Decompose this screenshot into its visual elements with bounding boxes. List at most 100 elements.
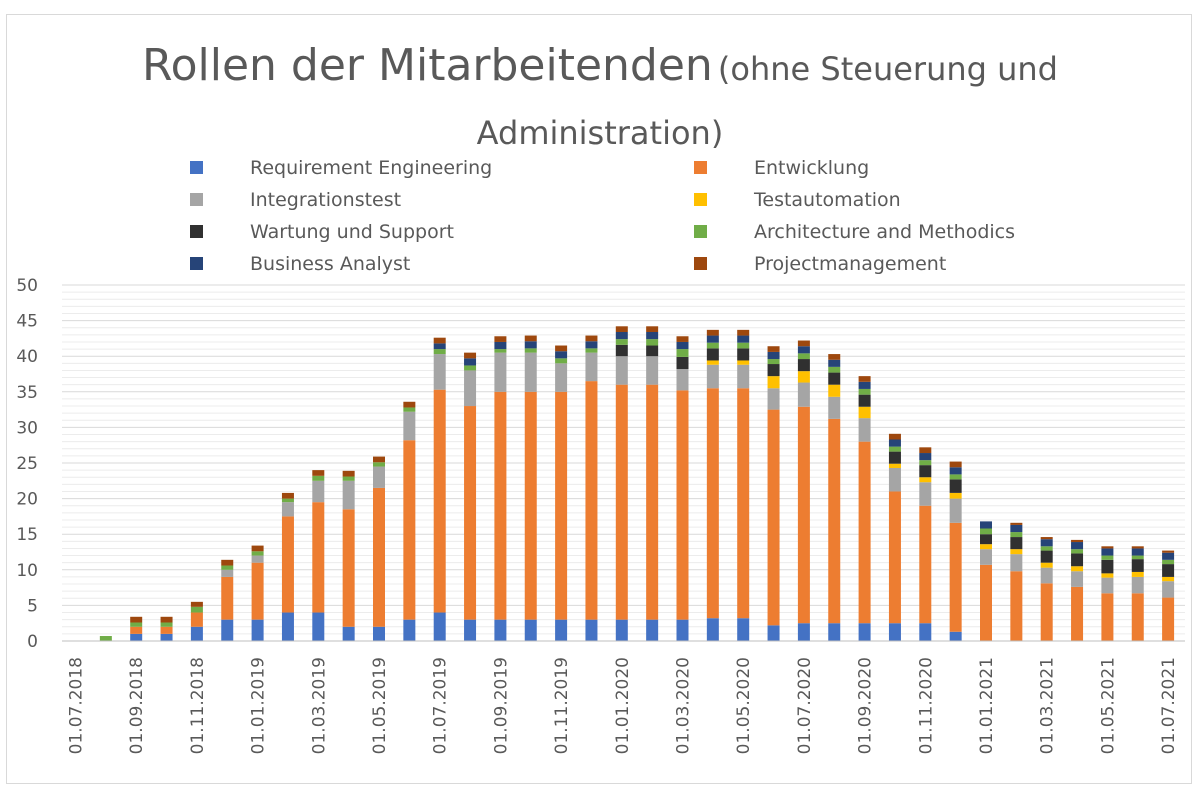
bar-segment bbox=[251, 545, 264, 552]
bar-stack bbox=[919, 447, 932, 641]
bar-segment bbox=[706, 388, 719, 619]
bar-stack bbox=[858, 376, 871, 641]
y-tick-label: 10 bbox=[16, 561, 38, 581]
bar-segment bbox=[342, 470, 355, 477]
bar-segment bbox=[767, 359, 780, 365]
bar-stack bbox=[1162, 550, 1175, 641]
bar-stack bbox=[767, 346, 780, 641]
bar-segment bbox=[646, 619, 659, 641]
bar-stack bbox=[403, 401, 416, 641]
bar-segment bbox=[828, 418, 841, 624]
bar-segment bbox=[980, 564, 992, 641]
bar-segment bbox=[767, 351, 780, 360]
bar-segment bbox=[251, 555, 264, 563]
bar-segment bbox=[615, 384, 628, 620]
bar-stack bbox=[1131, 546, 1144, 641]
y-tick-label: 35 bbox=[16, 383, 38, 403]
bar-segment bbox=[403, 411, 416, 441]
x-tick-label: 01.07.2019 bbox=[431, 657, 451, 754]
bar-segment bbox=[130, 626, 143, 634]
bar-segment bbox=[676, 369, 689, 391]
bar-segment bbox=[251, 551, 264, 556]
bar-segment bbox=[524, 391, 537, 620]
bar-stack bbox=[949, 461, 962, 641]
bar-stack bbox=[737, 329, 750, 641]
bar-segment bbox=[403, 407, 416, 412]
bar-segment bbox=[494, 619, 507, 641]
bar-stack bbox=[828, 354, 841, 641]
bar-stack bbox=[312, 470, 325, 641]
bar-segment bbox=[585, 348, 598, 353]
bar-segment bbox=[888, 433, 901, 440]
bar-segment bbox=[676, 356, 689, 370]
bar-stack bbox=[615, 326, 628, 641]
bar-segment bbox=[433, 354, 446, 390]
bar-segment bbox=[464, 352, 477, 359]
bar-segment bbox=[1071, 571, 1084, 587]
bar-segment bbox=[676, 349, 689, 357]
bar-segment bbox=[858, 381, 871, 389]
bar-segment bbox=[949, 522, 962, 632]
bar-segment bbox=[1131, 559, 1144, 572]
bar-segment bbox=[676, 341, 689, 350]
x-tick-label: 01.01.2019 bbox=[249, 657, 269, 754]
chart-title: Rollen der Mitarbeitenden (ohne Steuerun… bbox=[0, 36, 1200, 163]
bar-segment bbox=[494, 352, 507, 392]
bar-stack bbox=[797, 340, 810, 641]
bar-segment bbox=[1040, 546, 1053, 551]
legend-swatch bbox=[694, 193, 707, 206]
bar-segment bbox=[919, 447, 932, 454]
legend-swatch bbox=[694, 225, 707, 238]
bar-segment bbox=[464, 619, 477, 641]
bar-segment bbox=[980, 528, 992, 535]
bar-segment bbox=[858, 441, 871, 624]
bar-segment bbox=[99, 636, 112, 641]
bar-segment bbox=[190, 601, 203, 607]
bar-segment bbox=[1071, 566, 1084, 572]
legend-label: Business Analyst bbox=[250, 253, 411, 275]
bar-segment bbox=[524, 335, 537, 342]
x-tick-label: 01.05.2020 bbox=[734, 657, 754, 754]
bar-segment bbox=[828, 384, 841, 397]
bar-segment bbox=[1010, 524, 1023, 533]
bar-segment bbox=[1162, 552, 1175, 560]
bar-segment bbox=[797, 346, 810, 354]
x-tick-label: 01.05.2019 bbox=[370, 657, 390, 754]
bar-segment bbox=[646, 384, 659, 620]
bar-segment bbox=[494, 336, 507, 342]
bar-segment bbox=[1162, 581, 1175, 598]
bar-segment bbox=[342, 476, 355, 481]
legend-label: Integrationstest bbox=[250, 189, 402, 211]
bar-stack bbox=[1101, 546, 1114, 641]
bar-segment bbox=[1162, 550, 1175, 553]
legend-swatch bbox=[190, 161, 203, 174]
x-tick-label: 01.07.2021 bbox=[1159, 657, 1179, 754]
bar-segment bbox=[1040, 539, 1053, 547]
bar-segment bbox=[676, 619, 689, 641]
x-tick-label: 01.09.2018 bbox=[127, 657, 147, 754]
legend-label: Wartung und Support bbox=[250, 221, 454, 243]
bar-segment bbox=[1101, 555, 1114, 560]
bar-segment bbox=[403, 619, 416, 641]
bar-stack bbox=[251, 545, 264, 641]
bar-segment bbox=[555, 358, 568, 364]
bar-stack bbox=[555, 345, 568, 641]
chart-title-main: Rollen der Mitarbeitenden bbox=[142, 40, 713, 91]
bar-segment bbox=[737, 364, 750, 389]
x-tick-label: 01.03.2020 bbox=[674, 657, 694, 754]
bar-segment bbox=[342, 480, 355, 510]
bar-segment bbox=[1040, 567, 1053, 584]
bar-segment bbox=[858, 376, 871, 382]
bar-segment bbox=[737, 388, 750, 619]
bar-segment bbox=[797, 623, 810, 641]
x-tick-label: 01.01.2021 bbox=[977, 657, 997, 754]
bar-segment bbox=[221, 619, 234, 641]
x-tick-label: 01.07.2018 bbox=[67, 657, 87, 754]
bar-segment bbox=[1010, 532, 1023, 538]
bar-segment bbox=[888, 623, 901, 641]
bar-stack bbox=[160, 616, 173, 641]
bar-segment bbox=[130, 633, 143, 641]
bar-segment bbox=[1101, 548, 1114, 556]
bar-segment bbox=[1162, 564, 1175, 577]
